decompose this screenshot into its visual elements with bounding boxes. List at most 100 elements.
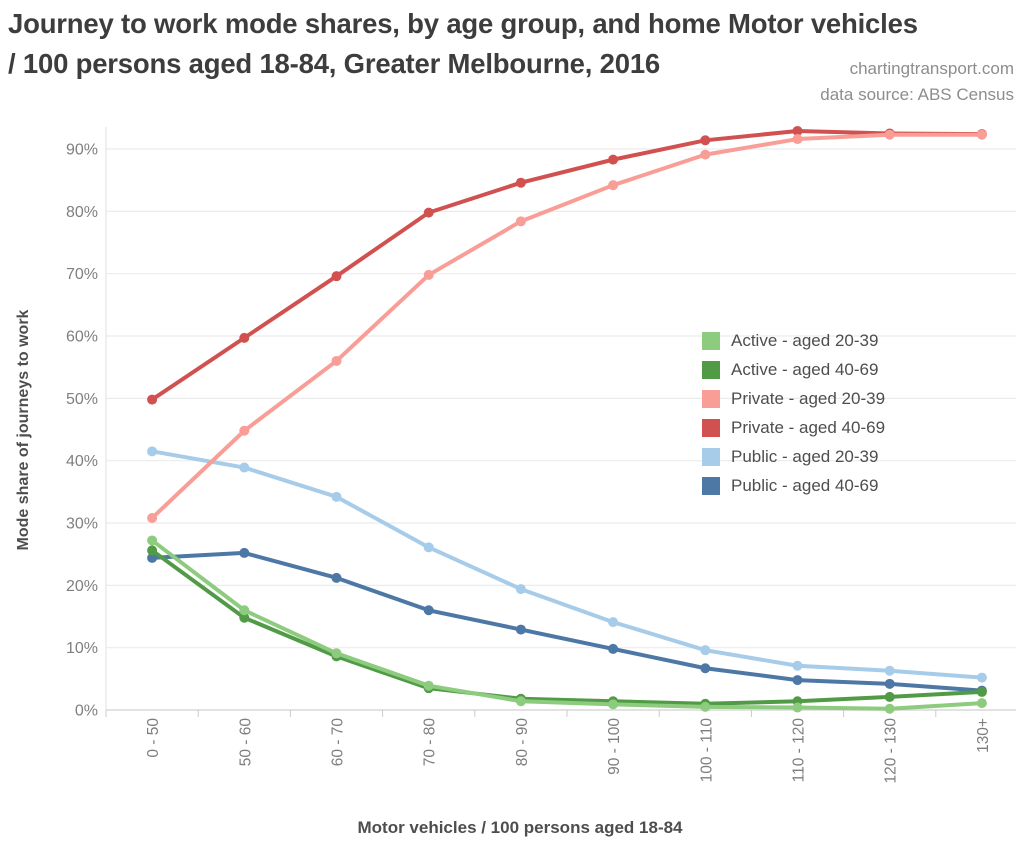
- data-point: [515, 584, 526, 595]
- legend: Active - aged 20-39 Active - aged 40-69 Pr…: [702, 326, 885, 500]
- data-point: [331, 648, 342, 659]
- credit-site: chartingtransport.com: [849, 59, 1014, 78]
- data-point: [331, 572, 342, 583]
- data-point: [239, 547, 250, 558]
- legend-label: Public - aged 20-39: [731, 446, 879, 466]
- data-point: [331, 271, 342, 282]
- data-point: [239, 612, 250, 623]
- series-line: [150, 132, 984, 521]
- data-point: [884, 703, 895, 714]
- series-line: [150, 548, 984, 706]
- data-point: [884, 129, 895, 140]
- data-point: [423, 269, 434, 280]
- data-point: [976, 698, 987, 709]
- y-tick-label: 90%: [66, 142, 98, 159]
- data-point: [515, 696, 526, 707]
- data-point: [700, 663, 711, 674]
- series-line: [150, 538, 984, 711]
- series-line: [150, 550, 984, 693]
- legend-swatch: [702, 447, 720, 466]
- legend-label: Public - aged 40-69: [731, 475, 879, 495]
- y-tick-label: 80%: [66, 204, 98, 221]
- title-line-2: / 100 persons aged 18-84, Greater Melbou…: [8, 48, 661, 79]
- data-point: [423, 542, 434, 553]
- data-point: [700, 149, 711, 160]
- data-point: [976, 686, 987, 697]
- data-point: [423, 207, 434, 218]
- data-point: [608, 643, 619, 654]
- legend-label: Active - aged 20-39: [731, 330, 879, 350]
- data-point: [239, 605, 250, 616]
- data-point: [147, 535, 158, 546]
- series-line: [150, 128, 984, 402]
- data-point: [147, 545, 158, 556]
- data-point: [147, 552, 158, 563]
- data-point: [608, 154, 619, 165]
- page-title: Journey to work mode shares, by age grou…: [8, 4, 1022, 84]
- legend-item: Public - aged 40-69: [702, 471, 885, 500]
- data-point: [147, 513, 158, 524]
- data-point: [147, 446, 158, 457]
- y-tick-label: 10%: [66, 640, 98, 657]
- data-point: [700, 645, 711, 656]
- legend-item: Active - aged 40-69: [702, 355, 885, 384]
- y-tick-label: 30%: [66, 516, 98, 533]
- legend-item: Private - aged 20-39: [702, 384, 885, 413]
- data-point: [792, 702, 803, 713]
- data-point: [700, 135, 711, 146]
- legend-swatch: [702, 476, 720, 495]
- data-point: [147, 394, 158, 405]
- legend-label: Private - aged 20-39: [731, 388, 886, 408]
- data-point: [884, 665, 895, 676]
- data-point: [239, 462, 250, 473]
- data-point: [423, 680, 434, 691]
- data-point: [792, 675, 803, 686]
- x-tick-label: 120 - 130: [883, 718, 900, 784]
- y-tick-label: 40%: [66, 453, 98, 470]
- title-line-1: Journey to work mode shares, by age grou…: [8, 8, 918, 39]
- data-point: [792, 134, 803, 145]
- legend-item: Active - aged 20-39: [702, 326, 885, 355]
- y-tick-label: 20%: [66, 578, 98, 595]
- x-tick-label: 60 - 70: [330, 718, 347, 767]
- x-tick-label: 90 - 100: [606, 718, 623, 775]
- x-tick-label: 110 - 120: [791, 718, 808, 783]
- y-tick-label: 60%: [66, 329, 98, 346]
- x-axis-title: Motor vehicles / 100 persons aged 18-84: [357, 818, 683, 837]
- data-point: [608, 180, 619, 191]
- legend-label: Private - aged 40-69: [731, 417, 886, 437]
- data-point: [331, 355, 342, 366]
- data-point: [884, 678, 895, 689]
- data-point: [239, 425, 250, 436]
- credits-block: chartingtransport.com data source: ABS C…: [820, 56, 1014, 108]
- series-line: [150, 449, 984, 680]
- data-point: [423, 605, 434, 616]
- y-tick-label: 70%: [66, 266, 98, 283]
- legend-swatch: [702, 331, 720, 350]
- data-point: [331, 491, 342, 502]
- x-tick-label: 100 - 110: [698, 718, 715, 783]
- x-tick-label: 0 - 50: [145, 718, 162, 758]
- x-tick-label: 70 - 80: [422, 718, 439, 767]
- y-tick-label: 0%: [75, 703, 98, 720]
- x-tick-label: 130+: [975, 718, 992, 753]
- data-point: [608, 699, 619, 710]
- data-point: [976, 129, 987, 140]
- data-point: [884, 691, 895, 702]
- data-point: [239, 332, 250, 343]
- data-point: [515, 624, 526, 635]
- legend-item: Public - aged 20-39: [702, 442, 885, 471]
- legend-label: Active - aged 40-69: [731, 359, 879, 379]
- data-point: [515, 177, 526, 188]
- data-point: [608, 617, 619, 628]
- data-point: [792, 660, 803, 671]
- data-point: [976, 672, 987, 683]
- legend-swatch: [702, 418, 720, 437]
- data-point: [700, 701, 711, 712]
- data-point: [515, 216, 526, 227]
- y-tick-label: 50%: [66, 391, 98, 408]
- x-tick-label: 50 - 60: [237, 718, 254, 767]
- data-point: [792, 125, 803, 136]
